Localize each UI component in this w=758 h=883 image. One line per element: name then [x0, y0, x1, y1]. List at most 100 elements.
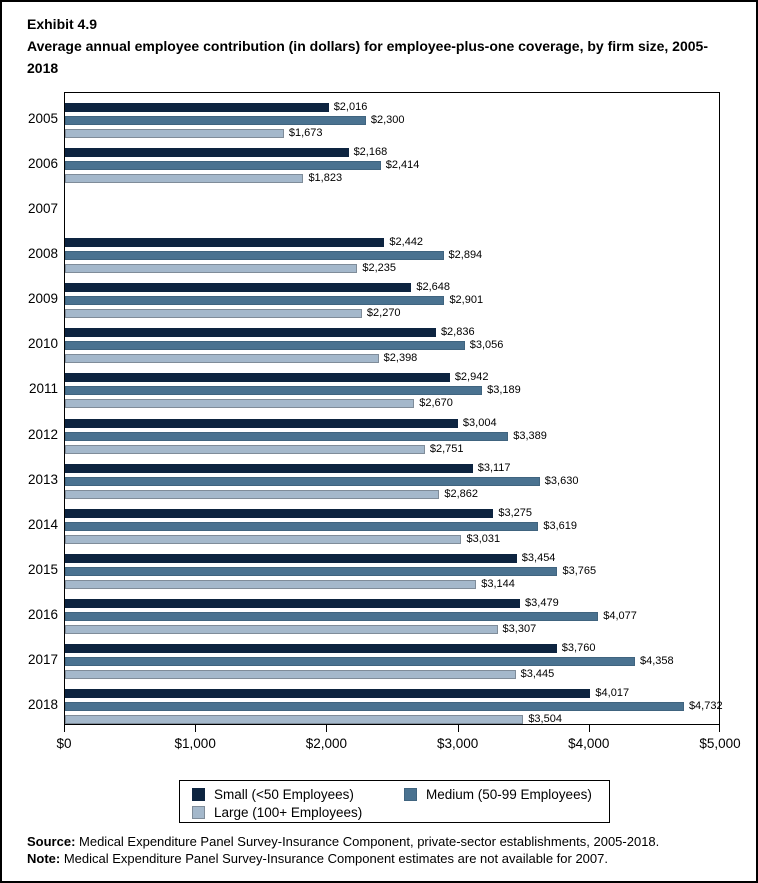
year-label-2012: 2012: [27, 426, 58, 442]
bar-value-label: $3,765: [562, 564, 597, 577]
bar-2016-series-2: [65, 624, 498, 634]
bar-2015-series-0: [65, 553, 517, 563]
legend-item-2: Large (100+ Employees): [192, 804, 404, 821]
bar-2011-series-0: [65, 373, 450, 383]
bar-value-label: $2,235: [362, 262, 396, 275]
chart-title: Average annual employee contribution (in…: [27, 38, 708, 76]
year-label-2016: 2016: [27, 606, 58, 622]
bar-2010-series-2: [65, 354, 379, 364]
bar-2008-series-0: [65, 238, 385, 248]
bar-2011-series-1: [65, 386, 483, 396]
note-line: Note: Medical Expenditure Panel Survey-I…: [27, 850, 742, 867]
x-axis-tick: [64, 725, 65, 732]
chart-header: Exhibit 4.9 Average annual employee cont…: [27, 13, 720, 79]
bar-value-label: $2,751: [429, 442, 464, 455]
bar-2017-series-2: [65, 669, 516, 679]
bar-2011-series-2: [65, 399, 415, 409]
bar-2009-series-1: [65, 296, 445, 306]
bar-value-label: $2,862: [444, 487, 478, 500]
bar-2018-series-0: [65, 688, 591, 698]
bar-2005-series-1: [65, 116, 366, 125]
note-label: Note:: [27, 851, 61, 866]
bar-value-label: $3,504: [528, 712, 562, 725]
bar-2016-series-1: [65, 611, 599, 621]
bar-value-label: $3,275: [498, 506, 533, 519]
year-label-2007: 2007: [27, 201, 58, 217]
bar-value-label: $2,901: [449, 294, 484, 307]
bar-value-label: $3,031: [466, 532, 501, 545]
bar-value-label: $3,479: [525, 596, 559, 609]
x-tick-label: $2,000: [305, 736, 348, 751]
year-label-2018: 2018: [27, 696, 58, 712]
bar-2018-series-2: [65, 714, 524, 724]
bar-value-label: $3,117: [477, 461, 511, 474]
bar-value-label: $3,189: [487, 384, 521, 397]
x-axis-tick: [588, 725, 590, 732]
legend-label: Small (<50 Employees): [214, 787, 354, 802]
bar-value-label: $1,823: [308, 172, 343, 185]
year-label-2011: 2011: [28, 381, 58, 397]
bar-value-label: $2,836: [440, 326, 475, 339]
bar-value-label: $2,942: [454, 371, 489, 384]
source-line: Source: Medical Expenditure Panel Survey…: [27, 833, 742, 850]
x-tick-label: $5,000: [699, 736, 741, 751]
bar-2013-series-2: [65, 489, 440, 499]
bar-2008-series-2: [65, 264, 358, 274]
year-label-2013: 2013: [27, 471, 58, 487]
x-tick-label: $4,000: [568, 736, 610, 751]
bar-2006-series-0: [65, 148, 349, 158]
x-tick-label: $1,000: [174, 736, 216, 751]
x-tick-label: $0: [56, 736, 72, 751]
bar-value-label: $4,077: [603, 609, 637, 622]
bar-value-label: $3,144: [481, 577, 515, 590]
bar-2015-series-1: [65, 566, 558, 576]
footer: Source: Medical Expenditure Panel Survey…: [27, 833, 742, 867]
year-label-2009: 2009: [27, 291, 58, 307]
year-label-2010: 2010: [27, 336, 58, 352]
bar-2013-series-0: [65, 463, 473, 473]
bar-value-label: $2,300: [370, 114, 405, 126]
bar-2006-series-2: [65, 174, 304, 184]
bar-value-label: $2,670: [419, 397, 453, 410]
legend-swatch-icon: [404, 788, 417, 801]
bar-2005-series-2: [65, 129, 284, 138]
year-label-2006: 2006: [27, 156, 58, 172]
bar-value-label: $4,017: [595, 686, 630, 699]
bar-value-label: $3,445: [520, 667, 555, 680]
bar-2017-series-0: [65, 643, 557, 653]
bar-value-label: $4,358: [640, 654, 674, 667]
source-text: Medical Expenditure Panel Survey-Insuran…: [75, 834, 660, 849]
note-text: Medical Expenditure Panel Survey-Insuran…: [60, 851, 608, 866]
year-label-2008: 2008: [27, 246, 58, 262]
bar-value-label: $2,442: [389, 236, 424, 249]
bar-2018-series-1: [65, 701, 684, 711]
bar-2010-series-0: [65, 328, 436, 338]
bar-2014-series-1: [65, 521, 539, 531]
bar-value-label: $4,732: [688, 699, 723, 712]
bar-2012-series-1: [65, 431, 509, 441]
bar-value-label: $2,016: [333, 101, 368, 113]
bar-2008-series-1: [65, 251, 444, 261]
bar-value-label: $2,414: [385, 159, 420, 172]
legend-label: Medium (50-99 Employees): [426, 787, 592, 802]
bar-value-label: $3,389: [513, 429, 547, 442]
bar-value-label: $2,270: [366, 307, 401, 320]
bar-2009-series-2: [65, 309, 362, 319]
bar-value-label: $3,307: [502, 622, 537, 635]
legend-item-0: Small (<50 Employees): [192, 786, 404, 803]
bar-2016-series-0: [65, 598, 521, 608]
bar-2014-series-0: [65, 508, 494, 518]
bar-2009-series-0: [65, 283, 412, 293]
bar-value-label: $3,619: [543, 519, 578, 532]
source-label: Source:: [27, 834, 76, 849]
legend-item-1: Medium (50-99 Employees): [404, 786, 609, 803]
bar-2013-series-1: [65, 476, 540, 486]
bar-2014-series-2: [65, 534, 462, 544]
bar-value-label: $2,168: [353, 146, 388, 159]
exhibit-label: Exhibit 4.9: [27, 16, 98, 32]
bar-2006-series-1: [65, 161, 381, 171]
x-axis-tick: [195, 725, 197, 732]
year-label-2015: 2015: [27, 561, 58, 577]
bar-value-label: $3,630: [544, 474, 579, 487]
year-label-2017: 2017: [27, 651, 58, 667]
